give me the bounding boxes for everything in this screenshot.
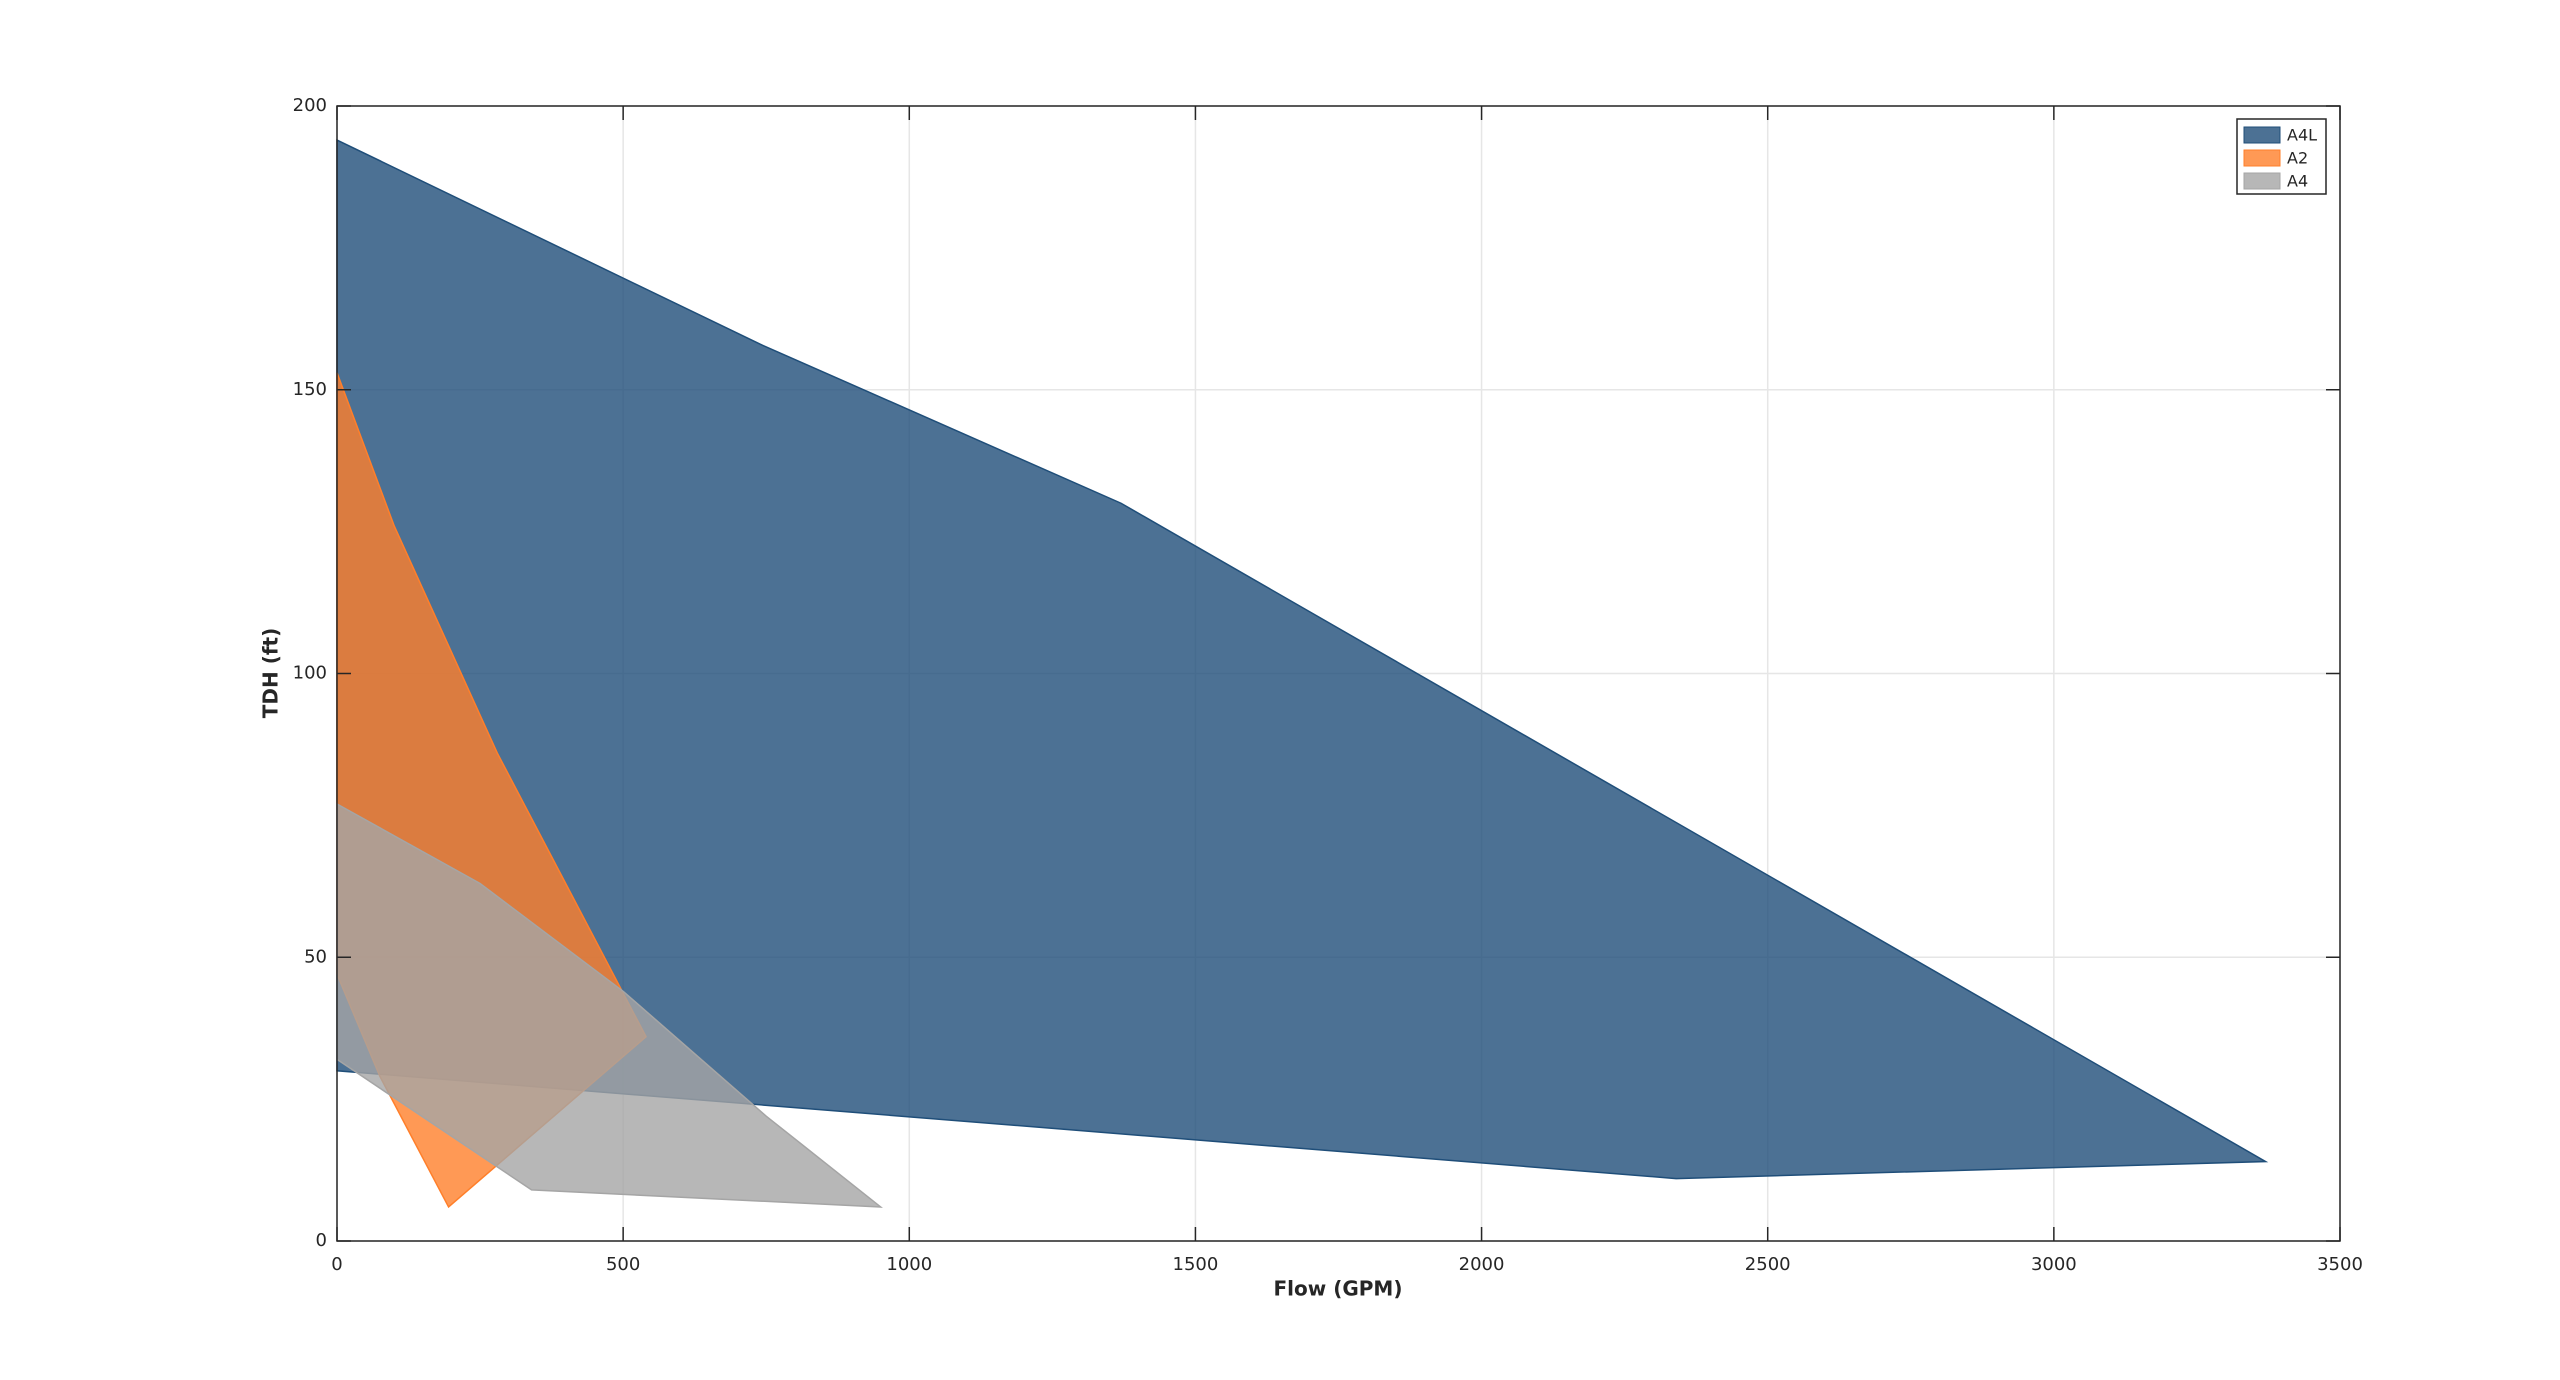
legend-label: A4L: [2287, 126, 2317, 145]
legend-swatch: [2243, 149, 2281, 167]
legend-label: A2: [2287, 149, 2308, 168]
legend-swatch: [2243, 172, 2281, 190]
x-tick-label: 500: [606, 1254, 640, 1275]
y-tick-label: 100: [293, 663, 327, 684]
x-tick-label: 2000: [1459, 1254, 1505, 1275]
x-tick-label: 3000: [2031, 1254, 2077, 1275]
legend: A4L A2 A4: [2236, 118, 2327, 195]
x-tick-label: 0: [331, 1254, 342, 1275]
legend-swatch: [2243, 126, 2281, 144]
x-axis-label: Flow (GPM): [1274, 1277, 1403, 1301]
x-tick-label: 3500: [2317, 1254, 2363, 1275]
x-tick-label: 1000: [886, 1254, 932, 1275]
y-tick-label: 0: [316, 1230, 327, 1251]
area: [336, 802, 883, 1208]
y-axis-label: TDH (ft): [259, 628, 283, 719]
x-tick-label: 1500: [1173, 1254, 1219, 1275]
legend-label: A4: [2287, 172, 2308, 191]
y-tick-label: 200: [293, 95, 327, 116]
y-tick-label: 150: [293, 379, 327, 400]
y-tick-label: 50: [304, 946, 327, 967]
x-tick-label: 2500: [1745, 1254, 1791, 1275]
